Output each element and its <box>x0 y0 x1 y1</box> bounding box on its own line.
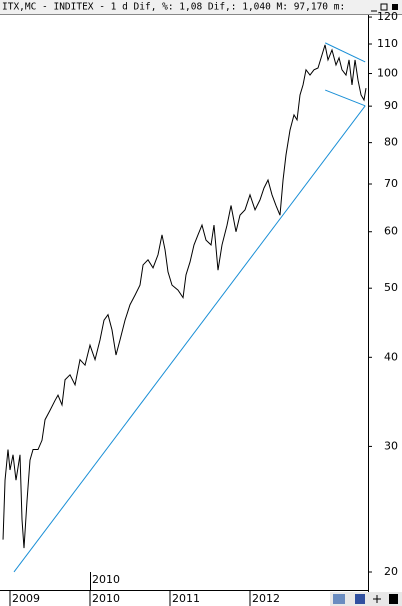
y-tick-label: 110 <box>377 37 398 50</box>
trendline <box>325 89 366 107</box>
y-tick-label: 20 <box>384 565 398 578</box>
plot: 20 30 40 50 60 70 80 90 100 110 120 2009 2010 2011 201… <box>2 10 398 606</box>
y-tick-label: 100 <box>377 67 398 80</box>
x-tick-label: 2012 <box>252 592 280 605</box>
y-tick-label: 40 <box>384 350 398 363</box>
trendline <box>13 105 366 573</box>
window-buttons[interactable] <box>368 2 402 13</box>
title-bar <box>0 0 402 14</box>
x-tick-label: 2010 <box>92 592 120 605</box>
x-tick-label: 2009 <box>12 592 40 605</box>
y-tick-label: 70 <box>384 177 398 190</box>
y-tick-label: 90 <box>384 99 398 112</box>
trendline <box>324 42 366 63</box>
toolbar-icons[interactable] <box>330 592 402 606</box>
y-tick-label: 60 <box>384 225 398 238</box>
y-tick-label: 50 <box>384 281 398 294</box>
y-tick-label: 30 <box>384 439 398 452</box>
y-tick-label: 120 <box>377 10 398 23</box>
chart-title: ITX,MC - INDITEX - 1 d Dif, %: 1,08 Dif,… <box>2 2 345 13</box>
price-line <box>2 44 367 549</box>
y-tick-label: 80 <box>384 136 398 149</box>
x-tick-label: 2011 <box>172 592 200 605</box>
x-sublabel: 2010 <box>92 573 120 586</box>
